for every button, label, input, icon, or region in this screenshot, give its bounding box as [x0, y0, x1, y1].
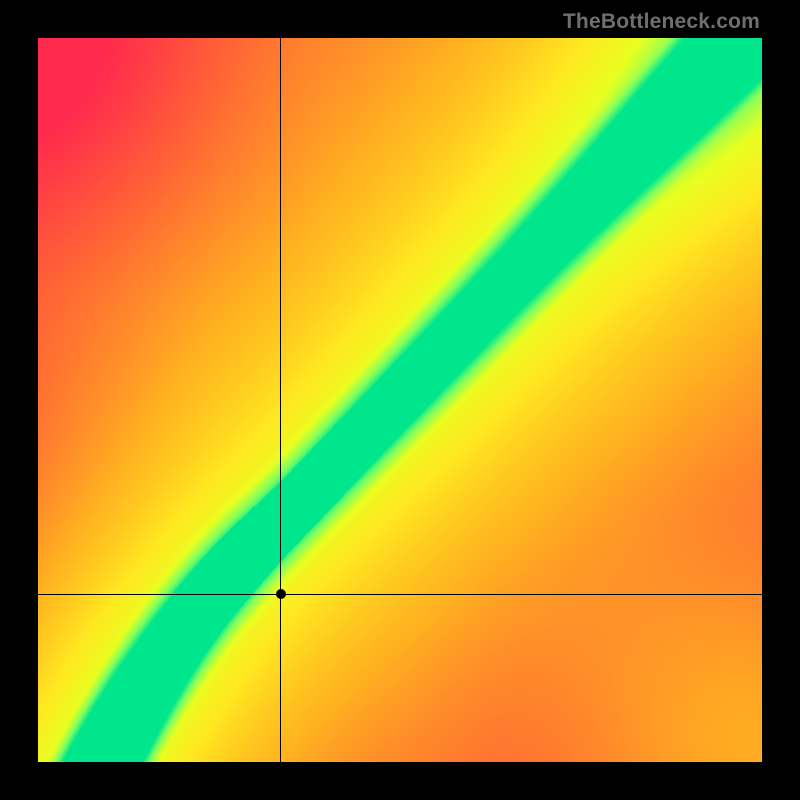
watermark-text: TheBottleneck.com [563, 10, 760, 34]
chart-container: TheBottleneck.com [0, 0, 800, 800]
bottleneck-heatmap [38, 38, 762, 762]
crosshair-horizontal [38, 594, 762, 595]
crosshair-vertical [280, 38, 281, 762]
crosshair-dot [276, 589, 286, 599]
